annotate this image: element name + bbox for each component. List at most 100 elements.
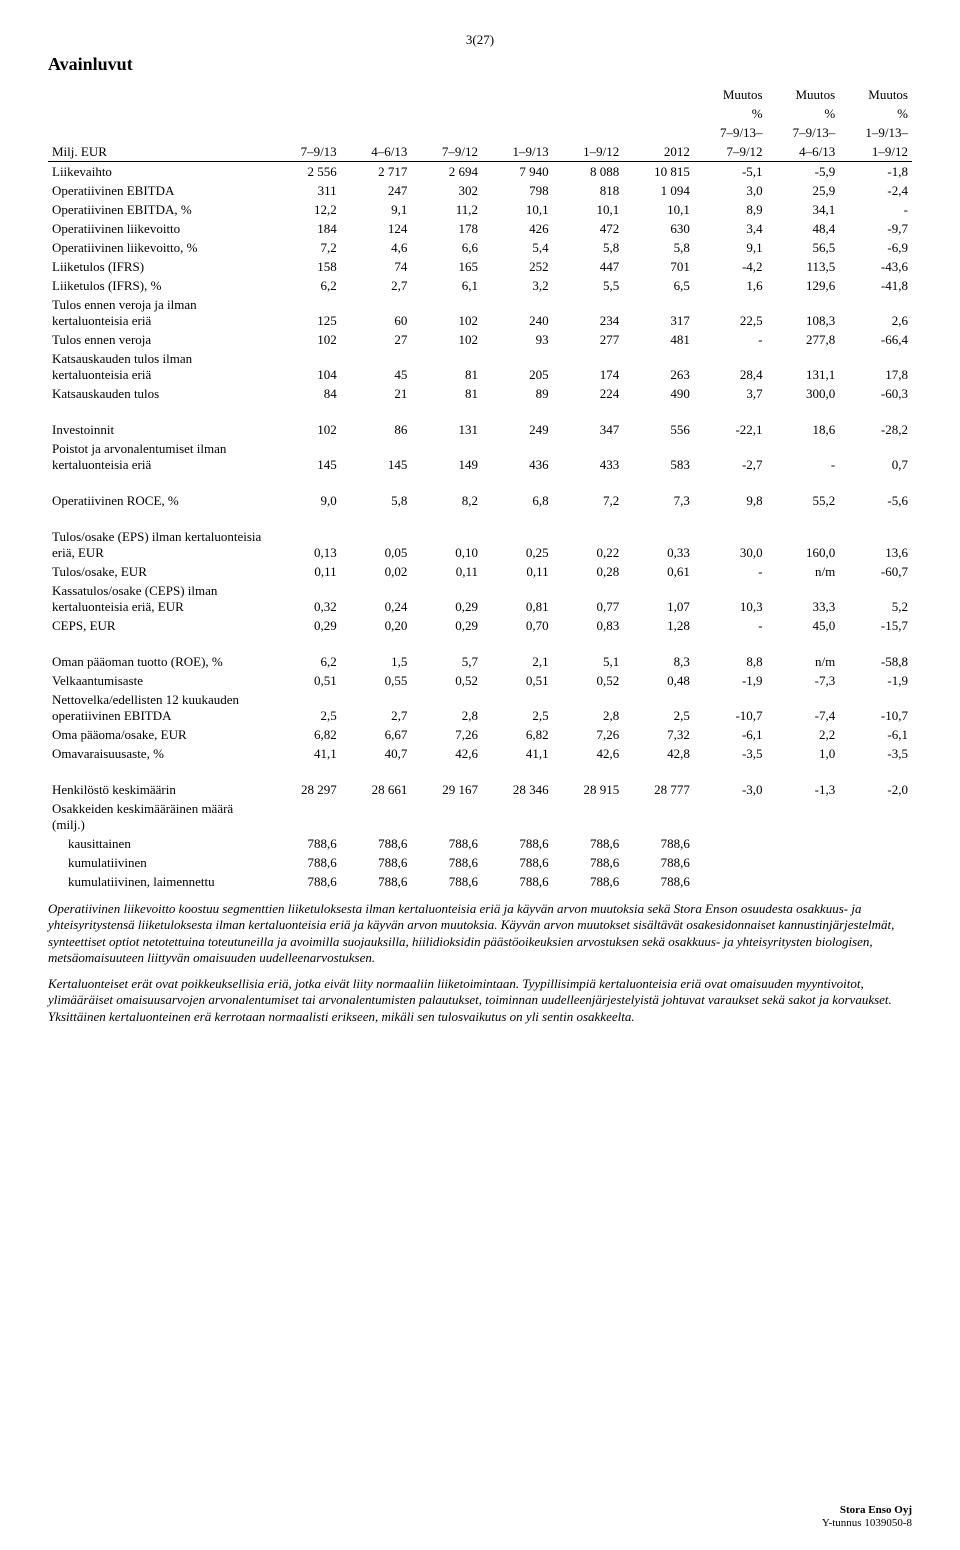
- cell: 28 297: [270, 780, 341, 799]
- cell: 6,82: [270, 725, 341, 744]
- cell: [839, 853, 912, 872]
- cell: 2 694: [411, 162, 482, 182]
- row-label: Katsauskauden tulos ilman kertaluonteisi…: [48, 349, 270, 384]
- cell: 11,2: [411, 200, 482, 219]
- cell: 224: [553, 384, 624, 403]
- cell: 131: [411, 420, 482, 439]
- page-number: 3(27): [48, 32, 912, 48]
- cell: [767, 853, 840, 872]
- table-row: Operatiivinen EBITDA3112473027988181 094…: [48, 181, 912, 200]
- cell: 8,8: [694, 652, 767, 671]
- cell: 33,3: [767, 581, 840, 616]
- row-label: Tulos ennen veroja: [48, 330, 270, 349]
- cell: -5,6: [839, 491, 912, 510]
- cell: [694, 853, 767, 872]
- cell: 145: [270, 439, 341, 474]
- cell: 8,9: [694, 200, 767, 219]
- cell: 165: [411, 257, 482, 276]
- cell: 7,26: [553, 725, 624, 744]
- cell: 317: [623, 295, 694, 330]
- row-label: Oma pääoma/osake, EUR: [48, 725, 270, 744]
- col-header-change-2a: Muutos: [767, 85, 840, 104]
- cell: 788,6: [553, 834, 624, 853]
- cell: 788,6: [553, 853, 624, 872]
- cell: 0,05: [341, 527, 412, 562]
- cell: 263: [623, 349, 694, 384]
- table-header: Muutos Muutos Muutos % % % 7–9/13– 7–9/1…: [48, 85, 912, 162]
- cell: [694, 834, 767, 853]
- cell: 818: [553, 181, 624, 200]
- cell: 2 556: [270, 162, 341, 182]
- table-row: Nettovelka/edellisten 12 kuukauden opera…: [48, 690, 912, 725]
- table-row: CEPS, EUR0,290,200,290,700,831,28-45,0-1…: [48, 616, 912, 635]
- row-label: Henkilöstö keskimäärin: [48, 780, 270, 799]
- cell: -7,3: [767, 671, 840, 690]
- cell: [411, 799, 482, 834]
- key-figures-table: Muutos Muutos Muutos % % % 7–9/13– 7–9/1…: [48, 85, 912, 891]
- col-header-change-2b: %: [767, 104, 840, 123]
- col-header-1: 4–6/13: [341, 142, 412, 162]
- cell: 6,2: [270, 652, 341, 671]
- cell: 149: [411, 439, 482, 474]
- cell: 41,1: [270, 744, 341, 763]
- row-label: Tulos/osake, EUR: [48, 562, 270, 581]
- cell: 788,6: [341, 872, 412, 891]
- cell: -1,9: [839, 671, 912, 690]
- cell: 472: [553, 219, 624, 238]
- cell: 30,0: [694, 527, 767, 562]
- cell: [482, 799, 553, 834]
- table-row: Omavaraisuusaste, %41,140,742,641,142,64…: [48, 744, 912, 763]
- cell: -66,4: [839, 330, 912, 349]
- cell: 2,2: [767, 725, 840, 744]
- cell: 234: [553, 295, 624, 330]
- row-label: Operatiivinen ROCE, %: [48, 491, 270, 510]
- table-row: kumulatiivinen788,6788,6788,6788,6788,67…: [48, 853, 912, 872]
- cell: 5,1: [553, 652, 624, 671]
- cell: 788,6: [623, 834, 694, 853]
- table-row: Katsauskauden tulos842181892244903,7300,…: [48, 384, 912, 403]
- cell: 788,6: [411, 872, 482, 891]
- footer-id: Y-tunnus 1039050-8: [822, 1517, 912, 1530]
- footnotes: Operatiivinen liikevoitto koostuu segmen…: [48, 901, 912, 1025]
- cell: 104: [270, 349, 341, 384]
- col-header-change-1c: 7–9/13–: [694, 123, 767, 142]
- cell: 22,5: [694, 295, 767, 330]
- cell: 131,1: [767, 349, 840, 384]
- cell: 7,2: [270, 238, 341, 257]
- cell: 0,77: [553, 581, 624, 616]
- cell: 0,11: [270, 562, 341, 581]
- cell: 5,4: [482, 238, 553, 257]
- cell: 788,6: [270, 834, 341, 853]
- table-row: Liiketulos (IFRS), %6,22,76,13,25,56,51,…: [48, 276, 912, 295]
- col-header-change-2d: 4–6/13: [767, 142, 840, 162]
- cell: 0,10: [411, 527, 482, 562]
- cell: 7 940: [482, 162, 553, 182]
- cell: 436: [482, 439, 553, 474]
- row-label: Katsauskauden tulos: [48, 384, 270, 403]
- cell: 93: [482, 330, 553, 349]
- cell: 6,67: [341, 725, 412, 744]
- cell: 0,25: [482, 527, 553, 562]
- row-header-label: Milj. EUR: [48, 142, 270, 162]
- cell: 113,5: [767, 257, 840, 276]
- cell: 205: [482, 349, 553, 384]
- cell: -1,9: [694, 671, 767, 690]
- row-label: Osakkeiden keskimääräinen määrä (milj.): [48, 799, 270, 834]
- cell: [694, 872, 767, 891]
- cell: 0,29: [411, 616, 482, 635]
- cell: 0,83: [553, 616, 624, 635]
- cell: 0,61: [623, 562, 694, 581]
- cell: 7,26: [411, 725, 482, 744]
- cell: 788,6: [341, 853, 412, 872]
- cell: 29 167: [411, 780, 482, 799]
- cell: [623, 799, 694, 834]
- row-label: Omavaraisuusaste, %: [48, 744, 270, 763]
- table-row: Osakkeiden keskimääräinen määrä (milj.): [48, 799, 912, 834]
- col-header-3: 1–9/13: [482, 142, 553, 162]
- row-label: kausittainen: [48, 834, 270, 853]
- cell: 28 346: [482, 780, 553, 799]
- table-row: Poistot ja arvonalentumiset ilman kertal…: [48, 439, 912, 474]
- table-row: Henkilöstö keskimäärin28 29728 66129 167…: [48, 780, 912, 799]
- cell: 6,5: [623, 276, 694, 295]
- col-header-5: 2012: [623, 142, 694, 162]
